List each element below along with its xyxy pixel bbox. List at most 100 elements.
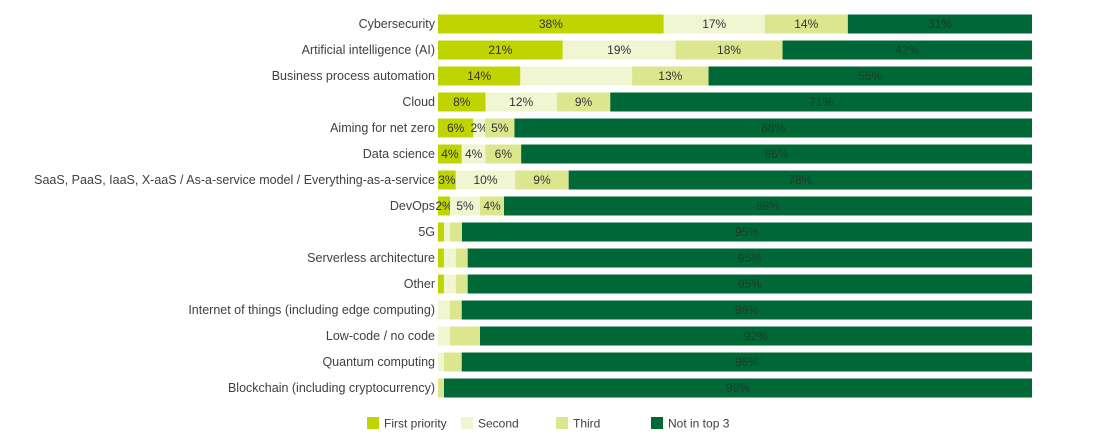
data-label: 13% — [658, 69, 682, 83]
bar-segment — [450, 326, 480, 346]
data-label: 71% — [809, 95, 833, 109]
legend: First priority Second Third Not in top 3 — [367, 417, 730, 431]
category-label: Internet of things (including edge compu… — [188, 303, 435, 317]
data-label: 4% — [465, 147, 483, 161]
data-label: 9% — [533, 173, 551, 187]
legend-swatch — [367, 417, 379, 429]
category-label: Cloud — [402, 95, 435, 109]
category-label: Quantum computing — [322, 355, 435, 369]
category-label: 5G — [418, 225, 435, 239]
bar-segment — [467, 248, 1032, 268]
bar-segment — [480, 196, 504, 216]
bar-segment — [485, 92, 557, 112]
legend-label: First priority — [384, 417, 447, 431]
data-label: 42% — [895, 43, 919, 57]
data-label: 14% — [467, 69, 491, 83]
category-labels-group: Cybersecurity Artificial intelligence (AI… — [34, 17, 436, 395]
data-label: 95% — [738, 251, 762, 265]
legend-swatch — [461, 417, 473, 429]
legend-label: Third — [573, 417, 600, 431]
data-label: 55% — [858, 69, 882, 83]
bar-segment — [455, 274, 468, 294]
bar-segment — [708, 66, 1032, 86]
bar-segment — [443, 352, 462, 372]
category-label: Other — [404, 277, 435, 291]
bar-segment — [438, 40, 563, 60]
legend-swatch — [556, 417, 568, 429]
bar-segment — [438, 326, 450, 346]
bar-segment — [461, 300, 1032, 320]
bar-segment — [438, 14, 664, 34]
category-label: Business process automation — [272, 69, 435, 83]
bars-group: 38% 17% 14% 31% 21% 19% 18% 42% 14% 13% 55% 8% 12% 9%… — [435, 14, 1032, 398]
data-label: 38% — [539, 17, 563, 31]
data-label: 95% — [735, 225, 759, 239]
data-label: 96% — [735, 355, 759, 369]
bar-segment — [444, 222, 450, 242]
bar-segment — [438, 170, 456, 190]
bar-segment — [675, 40, 783, 60]
bar-segment — [438, 92, 486, 112]
bar-segment — [485, 118, 515, 138]
bar-segment — [438, 352, 444, 372]
category-label: Artificial intelligence (AI) — [302, 43, 435, 57]
bar-segment — [764, 14, 848, 34]
legend-swatch — [651, 417, 663, 429]
data-label: 8% — [453, 95, 471, 109]
bar-segment — [443, 248, 456, 268]
category-label: Aiming for net zero — [330, 121, 435, 135]
bar-segment — [438, 144, 462, 164]
bar-segment — [438, 118, 474, 138]
data-label: 21% — [488, 43, 512, 57]
bar-segment — [473, 118, 486, 138]
bar-segment — [461, 144, 486, 164]
bar-segment — [438, 222, 444, 242]
bar-segment — [520, 66, 633, 86]
bar-segment — [568, 170, 1032, 190]
bar-segment — [847, 14, 1032, 34]
bar-segment — [444, 378, 1032, 398]
bar-segment — [467, 274, 1032, 294]
bar-segment — [632, 66, 709, 86]
bar-segment — [449, 300, 462, 320]
bar-segment — [610, 92, 1032, 112]
legend-label: Second — [478, 417, 519, 431]
category-label: Blockchain (including cryptocurrency) — [228, 381, 435, 395]
bar-segment — [562, 40, 676, 60]
data-label: 5% — [491, 121, 509, 135]
data-label: 19% — [607, 43, 631, 57]
bar-segment — [782, 40, 1032, 60]
data-label: 78% — [788, 173, 812, 187]
bar-segment — [556, 92, 611, 112]
data-label: 92% — [744, 329, 768, 343]
data-label: 12% — [509, 95, 533, 109]
bar-segment — [438, 248, 444, 268]
data-label: 6% — [495, 147, 513, 161]
bar-segment — [515, 170, 569, 190]
category-label: Data science — [363, 147, 435, 161]
data-label: 18% — [717, 43, 741, 57]
data-label: 9% — [575, 95, 593, 109]
data-label: 31% — [928, 17, 952, 31]
bar-segment — [521, 144, 1032, 164]
data-label: 95% — [738, 277, 762, 291]
data-label: 10% — [474, 173, 498, 187]
bar-segment — [504, 196, 1032, 216]
data-label: 86% — [765, 147, 789, 161]
category-label: Low-code / no code — [326, 329, 435, 343]
bar-segment — [461, 352, 1032, 372]
data-label: 2% — [435, 199, 453, 213]
data-label: 4% — [441, 147, 459, 161]
data-label: 5% — [456, 199, 474, 213]
data-label: 88% — [761, 121, 785, 135]
data-label: 3% — [438, 173, 456, 187]
data-label: 17% — [702, 17, 726, 31]
data-label: 98% — [726, 381, 750, 395]
bar-segment — [663, 14, 765, 34]
bar-segment — [438, 196, 450, 216]
bar-segment — [480, 326, 1032, 346]
bar-segment — [443, 274, 456, 294]
data-label: 88% — [756, 199, 780, 213]
bar-segment — [438, 300, 450, 320]
